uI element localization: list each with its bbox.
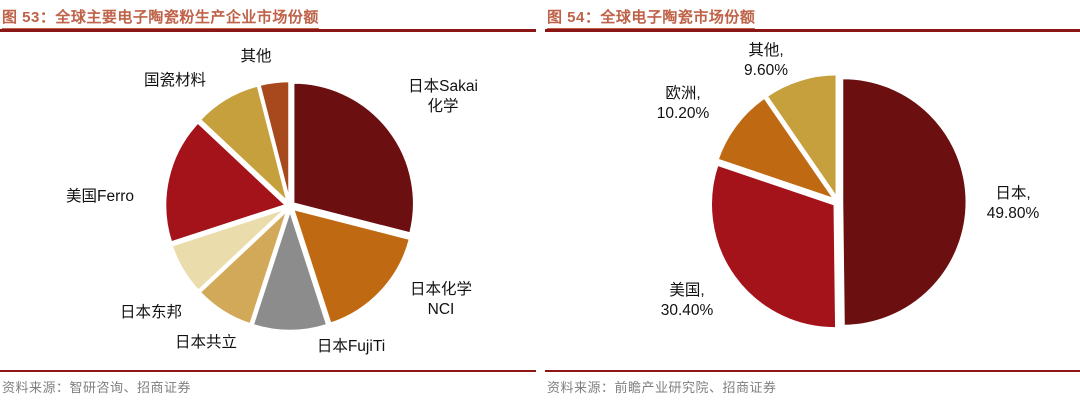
figure-53-source: 资料来源：智研咨询、招商证券 (2, 380, 192, 395)
pie-slice-4 (170, 206, 288, 293)
figure-53-label-gongli: 日本共立 (174, 334, 238, 352)
figure-53-label-fujiti: 日本FujiTi (316, 338, 386, 356)
figure-54-label-japan: 日本, 49.80% (986, 185, 1040, 222)
figure-54-source: 资料来源：前瞻产业研究院、招商证券 (547, 380, 777, 395)
figure-53-footer-rule (0, 370, 536, 372)
figure-53-label-dongbang: 日本东邦 (119, 304, 183, 322)
figure-54-label-usa: 美国, 30.40% (660, 282, 714, 319)
pie-slice-0 (840, 76, 969, 328)
figure-53-label-sakai: 日本Sakai 化学 (408, 78, 478, 115)
pie-slice-7 (258, 79, 291, 204)
figure-53-label-nci: 日本化学 NCI (409, 281, 473, 318)
figure-54-footer-rule (545, 370, 1080, 372)
figure-53-label-others: 其他 (240, 48, 272, 66)
pie-slice-2 (251, 208, 329, 333)
figure-53-header-rule (0, 29, 536, 32)
pie-slice-6 (198, 84, 290, 204)
pie-slice-5 (163, 121, 288, 244)
figure-54-header-rule (545, 29, 1080, 32)
pie-slice-2 (716, 96, 837, 201)
figure-54-pie-chart (709, 72, 969, 330)
pie-slice-3 (198, 208, 290, 326)
figure-53-label-ferro: 美国Ferro (65, 188, 135, 206)
pie-slice-3 (765, 72, 839, 200)
figure-54-label-europe: 欧洲, 10.20% (656, 85, 710, 122)
figure-54-title: 图 54：全球电子陶瓷市场份额 (547, 6, 756, 30)
pie-slice-1 (709, 163, 838, 330)
figure-53-label-guoci: 国瓷材料 (143, 72, 207, 90)
pie-slice-1 (291, 207, 412, 326)
figure-54-label-others: 其他, 9.60% (744, 42, 788, 79)
figure-53-pie-chart (163, 79, 416, 333)
figure-53-title: 图 53：全球主要电子陶瓷粉生产企业市场份额 (2, 6, 319, 30)
pie-slice-0 (291, 81, 416, 235)
